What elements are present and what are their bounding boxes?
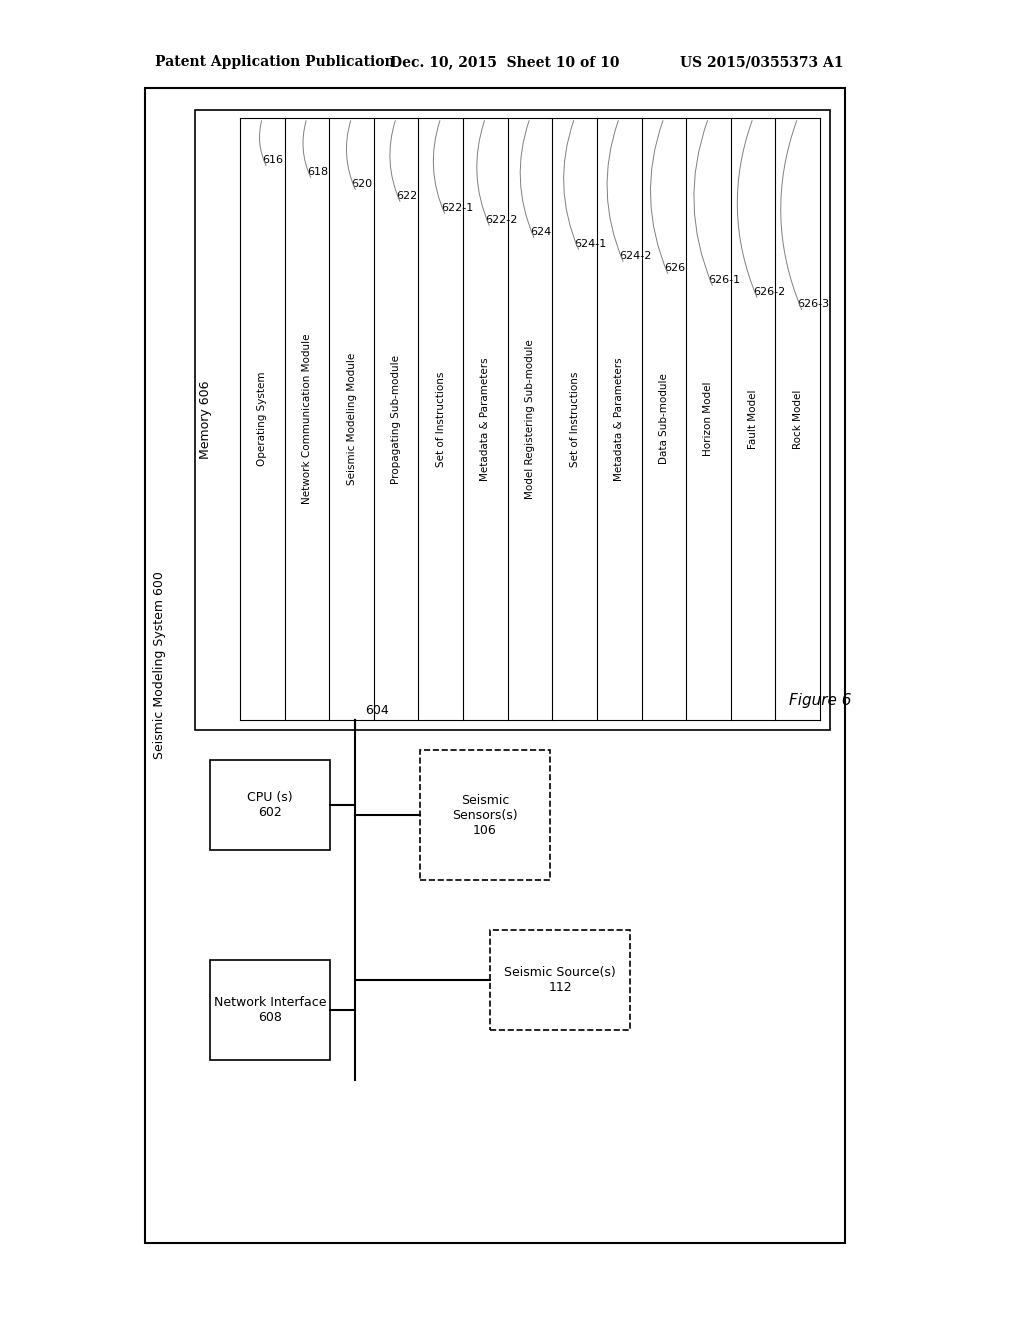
Text: 624-2: 624-2 [620,251,651,261]
Text: Seismic
Sensors(s)
106: Seismic Sensors(s) 106 [453,793,518,837]
FancyBboxPatch shape [210,760,330,850]
FancyBboxPatch shape [195,110,830,730]
Text: Metadata & Parameters: Metadata & Parameters [614,358,625,480]
Text: Network Communication Module: Network Communication Module [302,334,312,504]
Text: Network Interface
608: Network Interface 608 [214,997,327,1024]
Text: Seismic Modeling Module: Seismic Modeling Module [346,352,356,486]
Text: Propagating Sub-module: Propagating Sub-module [391,355,401,483]
Text: Rock Model: Rock Model [793,389,803,449]
FancyBboxPatch shape [210,960,330,1060]
Text: US 2015/0355373 A1: US 2015/0355373 A1 [680,55,844,69]
Text: Memory 606: Memory 606 [199,380,212,459]
Text: 622-2: 622-2 [485,215,518,224]
Text: Metadata & Parameters: Metadata & Parameters [480,358,490,480]
FancyBboxPatch shape [490,931,630,1030]
Text: 616: 616 [262,154,284,165]
Text: 626-3: 626-3 [798,300,829,309]
Text: 620: 620 [351,180,373,189]
Text: 622-1: 622-1 [440,203,473,213]
Text: Data Sub-module: Data Sub-module [658,374,669,465]
Text: Seismic Modeling System 600: Seismic Modeling System 600 [153,572,166,759]
Text: 622: 622 [396,191,418,201]
Text: Patent Application Publication: Patent Application Publication [155,55,394,69]
Text: CPU (s)
602: CPU (s) 602 [247,791,293,818]
Text: Fault Model: Fault Model [749,389,758,449]
Text: Figure 6: Figure 6 [788,693,851,708]
Text: Model Registering Sub-module: Model Registering Sub-module [525,339,535,499]
Text: 624: 624 [530,227,551,238]
Text: Horizon Model: Horizon Model [703,381,714,457]
Text: 624-1: 624-1 [574,239,607,249]
Text: 626-2: 626-2 [753,286,785,297]
Text: 618: 618 [307,168,328,177]
Text: 604: 604 [365,704,389,717]
Text: Seismic Source(s)
112: Seismic Source(s) 112 [504,966,615,994]
FancyBboxPatch shape [145,88,845,1243]
Text: Set of Instructions: Set of Instructions [569,371,580,467]
Text: Operating System: Operating System [257,372,267,466]
Text: Set of Instructions: Set of Instructions [436,371,445,467]
Text: 626: 626 [664,263,685,273]
Text: Dec. 10, 2015  Sheet 10 of 10: Dec. 10, 2015 Sheet 10 of 10 [390,55,620,69]
FancyBboxPatch shape [420,750,550,880]
Text: 626-1: 626-1 [709,275,740,285]
